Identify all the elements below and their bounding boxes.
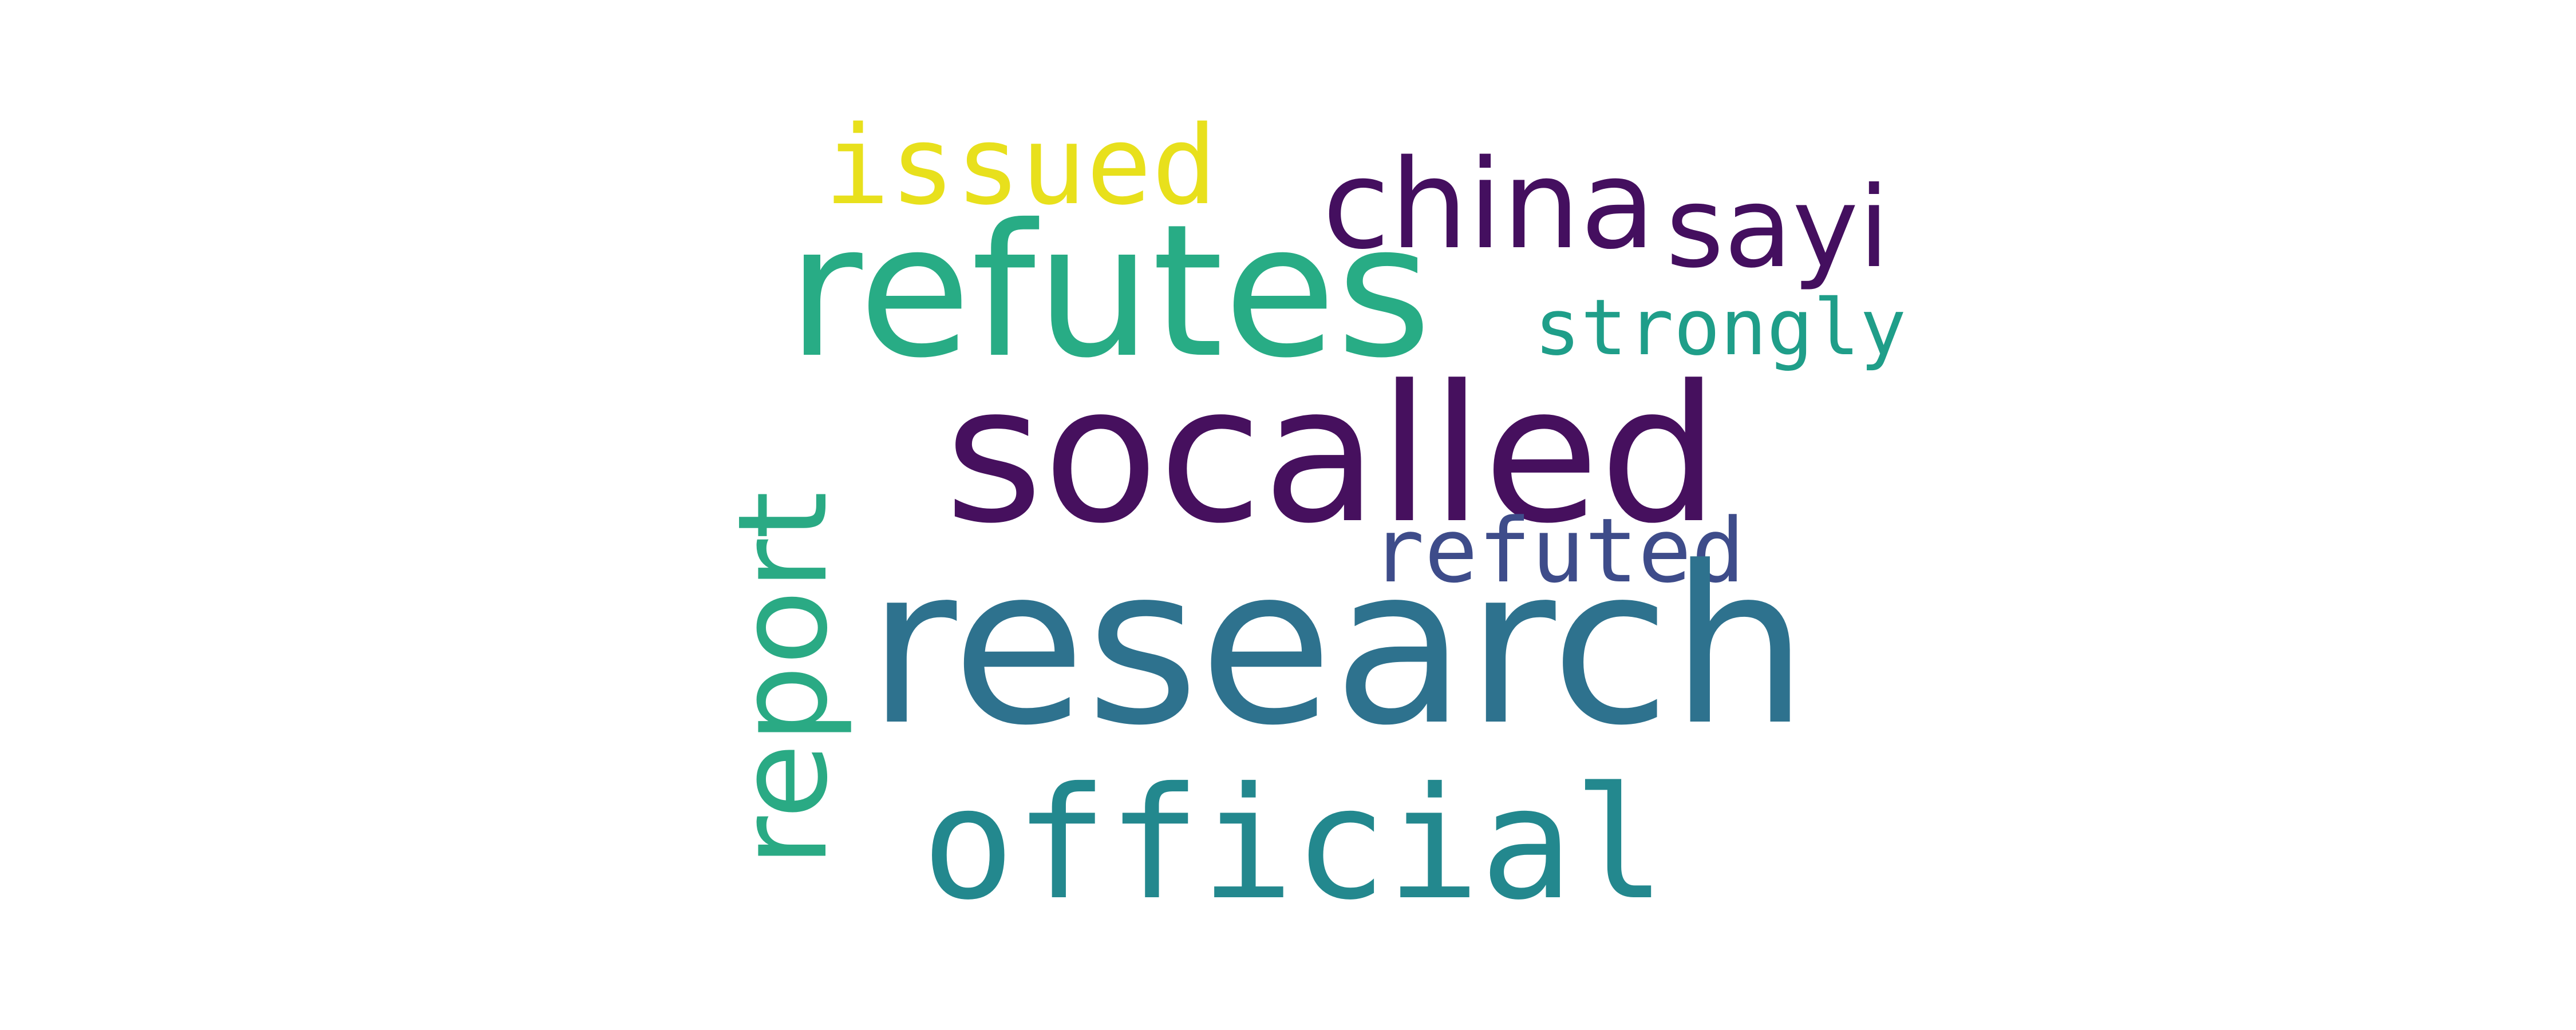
word-refutes: refutes [787, 185, 1432, 398]
word-report: report [711, 491, 855, 867]
word-sayi: sayi [1666, 163, 1890, 292]
word-issued: issued [824, 102, 1218, 229]
word-strongly: strongly [1534, 283, 1907, 373]
word-china: china [1322, 133, 1656, 276]
word-official: official [922, 754, 1666, 934]
word-refuted: refuted [1371, 499, 1745, 603]
word-research: research [867, 520, 1808, 773]
word-socalled: socalled [945, 345, 1720, 565]
